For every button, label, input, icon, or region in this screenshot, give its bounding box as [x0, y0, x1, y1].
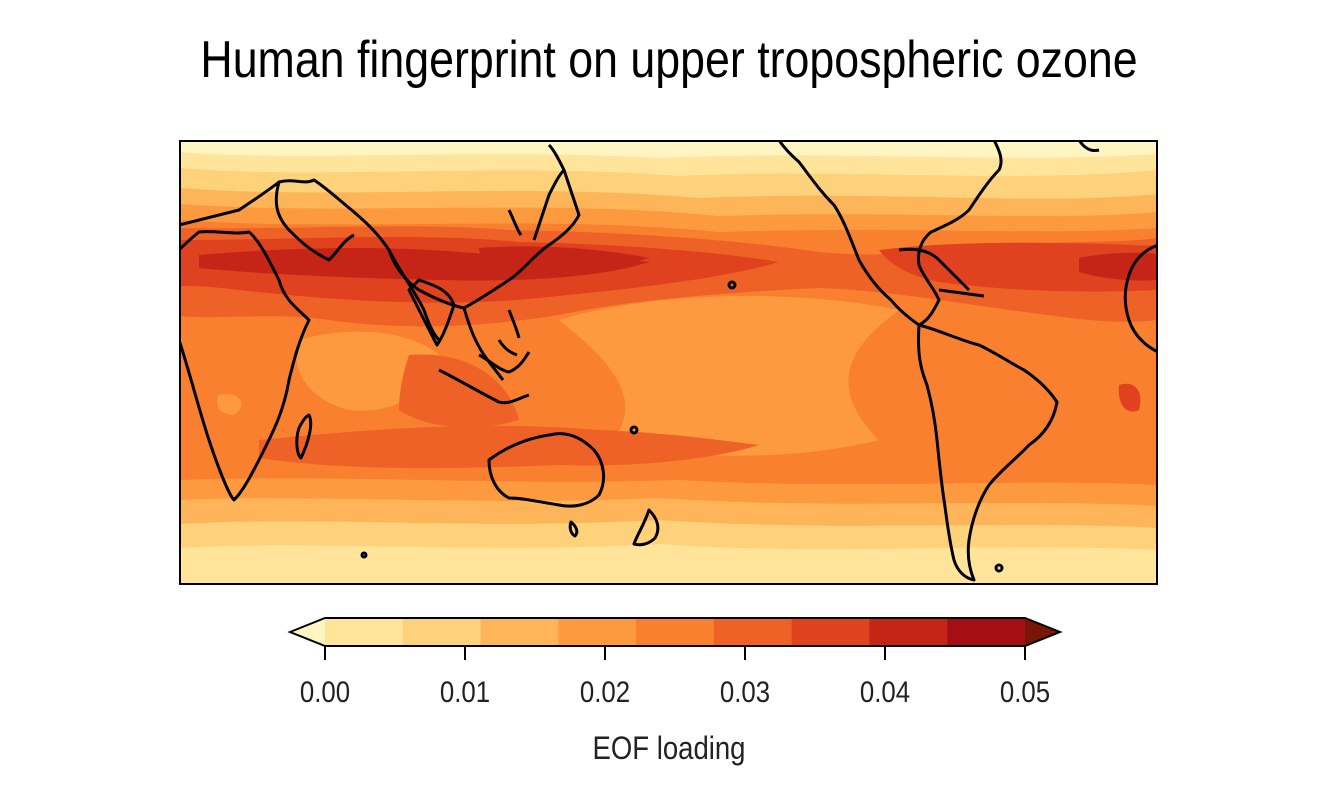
colorbar-tick-label: 0.05 — [999, 676, 1051, 709]
colorbar-tick-label: 0.04 — [859, 676, 911, 709]
colorbar-tick-label: 0.03 — [719, 676, 771, 709]
colorbar-tick-label: 0.00 — [299, 676, 351, 709]
coastlines — [179, 140, 1158, 582]
colorbar-tick-label: 0.01 — [439, 676, 491, 709]
colorbar-cell — [325, 618, 404, 646]
colorbar-cell — [480, 618, 559, 646]
loading-contours — [179, 140, 1158, 585]
colorbar-tick-label: 0.02 — [579, 676, 631, 709]
colorbar-label: EOF loading — [592, 730, 746, 766]
map-frame — [179, 140, 1158, 585]
colorbar-cell — [636, 618, 715, 646]
colorbar-cell — [713, 618, 793, 646]
colorbar — [287, 617, 1063, 660]
colorbar-cell — [558, 618, 637, 646]
colorbar-extend-high — [1025, 618, 1060, 646]
ozone-loading-map — [179, 140, 1158, 585]
colorbar-cell — [947, 618, 1026, 646]
colorbar-extend-low — [290, 618, 325, 646]
colorbar-cell — [869, 618, 948, 646]
colorbar-cells — [287, 617, 1063, 660]
colorbar-cell — [791, 618, 870, 646]
colorbar-cell — [402, 618, 482, 646]
chart-title: Human fingerprint on upper tropospheric … — [200, 31, 1138, 89]
